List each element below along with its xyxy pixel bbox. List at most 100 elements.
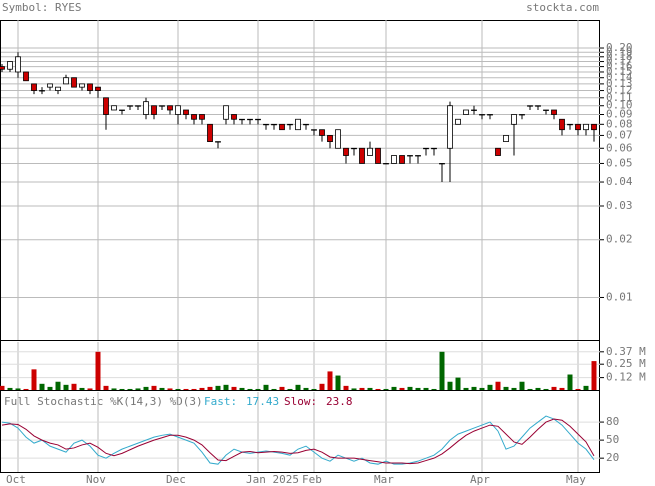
volume-bar — [39, 383, 45, 390]
volume-bar — [407, 386, 413, 390]
stochastic-title: Full Stochastic %K(14,3) %D(3) — [4, 395, 203, 408]
volume-bar — [527, 388, 533, 390]
volume-bar — [103, 385, 109, 390]
candle-body — [39, 90, 45, 92]
candle-body — [479, 114, 485, 116]
volume-bar — [167, 388, 173, 390]
candle-body — [31, 83, 37, 91]
candle-body — [343, 147, 349, 156]
volume-bar — [199, 387, 205, 390]
candle-body — [135, 105, 141, 107]
volume-bar — [263, 384, 269, 390]
volume-frame — [0, 340, 600, 391]
candle-body — [319, 129, 325, 136]
candle-body — [463, 109, 469, 115]
y-tick-label: 0.13 — [606, 77, 633, 90]
volume-bar — [71, 383, 77, 390]
x-tick-label: Jan 2025 — [246, 473, 299, 486]
legend-value: 23.8 — [326, 395, 353, 408]
volume-bar — [47, 386, 53, 390]
symbol: Symbol: RYES — [2, 1, 81, 14]
volume-bar — [223, 384, 229, 390]
x-tick-label: Dec — [166, 473, 186, 486]
candle-body — [287, 123, 293, 126]
y-tick-label: 0.04 — [606, 175, 633, 188]
volume-bar — [511, 387, 517, 390]
volume-bar — [583, 385, 589, 390]
candle-body — [191, 114, 197, 120]
volume-bar — [87, 388, 93, 390]
y-tick-label: 0.20 — [606, 41, 633, 54]
candle-body — [519, 114, 525, 116]
volume-bar — [591, 361, 597, 390]
volume-bar — [311, 388, 317, 390]
volume-bar — [399, 387, 405, 390]
y-tick-label: 0.12 — [606, 84, 633, 97]
y-tick-label: 0.19 — [606, 45, 633, 58]
y-tick-label: 0.14 — [606, 71, 633, 84]
candle-body — [591, 123, 597, 131]
candle-body — [559, 118, 565, 131]
volume-bar — [279, 386, 285, 390]
candle-body — [335, 129, 341, 149]
volume-bar — [559, 387, 565, 390]
candle-body — [0, 66, 5, 70]
y-tick-label: 0.03 — [606, 199, 633, 212]
x-tick-label: Feb — [302, 473, 322, 486]
x-tick-label: May — [566, 473, 586, 486]
candle-body — [143, 101, 149, 115]
candle-body — [407, 155, 413, 157]
y-tick-label: 0.11 — [606, 91, 633, 104]
candle-body — [295, 118, 301, 131]
y-tick-label: 0.16 — [606, 60, 633, 73]
candle-body — [503, 135, 509, 143]
volume-bar — [551, 386, 557, 390]
volume-bar — [431, 388, 437, 390]
candle-body — [383, 163, 389, 165]
volume-bar — [15, 388, 21, 390]
candle-body — [127, 105, 133, 107]
volume-bar — [159, 387, 165, 390]
volume-bar — [447, 381, 453, 390]
y-tick-label: 20 — [606, 451, 619, 464]
candle-body — [167, 105, 173, 111]
volume-bar — [191, 388, 197, 390]
candle-body — [271, 123, 277, 126]
candle-body — [183, 109, 189, 115]
candle-body — [455, 118, 461, 125]
candle-body — [207, 123, 213, 143]
volume-bar — [543, 388, 549, 390]
volume-bar — [303, 387, 309, 390]
volume-bar — [55, 381, 61, 390]
candle-body — [79, 83, 85, 88]
y-tick-label: 50 — [606, 433, 619, 446]
stochastic-line — [1, 418, 595, 465]
volume-bar — [455, 377, 461, 390]
y-tick-label: 0.08 — [606, 117, 633, 130]
candle-body — [55, 86, 61, 91]
volume-bar — [127, 388, 133, 390]
volume-bar — [343, 385, 349, 390]
volume-bar — [0, 385, 5, 390]
y-tick-label: 0.05 — [606, 156, 633, 169]
candle-body — [255, 118, 261, 121]
legend-name: Slow: — [284, 395, 317, 408]
candle-body — [351, 147, 357, 150]
y-tick-label: 0.09 — [606, 108, 633, 121]
candle-body — [119, 109, 125, 111]
volume-bar — [23, 388, 29, 390]
candle-body — [175, 105, 181, 115]
volume-bar — [439, 351, 445, 390]
volume-bar — [367, 387, 373, 390]
candle-body — [247, 118, 253, 121]
x-tick-label: Oct — [6, 473, 26, 486]
y-tick-label: 80 — [606, 415, 619, 428]
volume-bar — [295, 384, 301, 390]
volume-bar — [215, 385, 221, 390]
candle-body — [231, 114, 237, 120]
y-tick-label: 0.01 — [606, 290, 633, 303]
candle-body — [159, 105, 165, 107]
candle-body — [279, 123, 285, 131]
